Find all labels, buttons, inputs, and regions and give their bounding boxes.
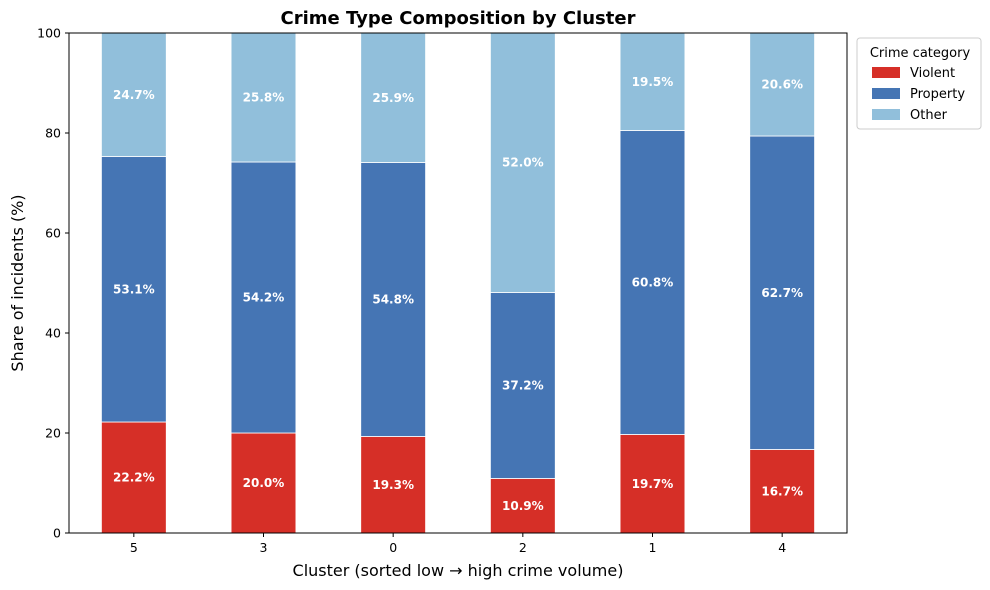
y-tick-label: 60 xyxy=(45,226,61,241)
x-tick-label: 3 xyxy=(260,540,268,555)
bar-label: 19.7% xyxy=(632,477,674,491)
y-axis-label: Share of incidents (%) xyxy=(8,194,27,371)
bar-property-cluster-3 xyxy=(230,161,297,434)
bar-label: 25.9% xyxy=(372,91,414,105)
bar-label: 37.2% xyxy=(502,379,544,393)
bar-other-cluster-1 xyxy=(619,32,686,131)
bar-label: 19.3% xyxy=(372,478,414,492)
bar-violent-cluster-5 xyxy=(101,421,167,534)
y-tick-label: 80 xyxy=(45,126,61,141)
legend-label-other: Other xyxy=(910,108,948,123)
chart-title: Crime Type Composition by Cluster xyxy=(281,8,636,29)
legend-label-violent: Violent xyxy=(910,66,955,81)
bar-other-cluster-2 xyxy=(490,32,556,293)
bar-other-cluster-3 xyxy=(230,32,297,163)
bar-label: 52.0% xyxy=(502,156,544,170)
bar-label: 20.0% xyxy=(243,476,285,490)
bar-property-cluster-4 xyxy=(749,135,815,450)
bar-other-cluster-4 xyxy=(749,32,815,137)
bar-violent-cluster-1 xyxy=(619,434,686,534)
legend-swatch-other xyxy=(872,109,900,120)
bar-label: 10.9% xyxy=(502,499,544,513)
bar-property-cluster-0 xyxy=(360,162,426,437)
legend-swatch-violent xyxy=(872,67,900,78)
bar-property-cluster-5 xyxy=(101,156,167,423)
legend-box xyxy=(856,37,982,130)
x-axis: 5 3 0 2 1 4 xyxy=(130,533,786,555)
bar-other-cluster-0 xyxy=(360,32,426,163)
plot-frame xyxy=(68,32,848,534)
bar-violent-cluster-2 xyxy=(490,478,556,534)
y-tick-label: 20 xyxy=(45,426,61,441)
bar-label: 20.6% xyxy=(761,78,803,92)
y-tick-label: 40 xyxy=(45,326,61,341)
bar-label: 19.5% xyxy=(632,75,674,89)
legend-label-property: Property xyxy=(910,87,965,102)
bar-violent-cluster-3 xyxy=(230,432,297,534)
bar-label: 24.7% xyxy=(113,88,155,102)
legend-swatch-property xyxy=(872,88,900,99)
bar-label: 53.1% xyxy=(113,282,155,296)
bar-violent-cluster-4 xyxy=(749,449,815,534)
bar-label: 60.8% xyxy=(632,276,674,290)
x-tick-label: 2 xyxy=(519,540,527,555)
x-tick-label: 1 xyxy=(649,540,657,555)
x-tick-label: 4 xyxy=(778,540,786,555)
x-tick-label: 5 xyxy=(130,540,138,555)
bar-label: 22.2% xyxy=(113,471,155,485)
bar-label: 62.7% xyxy=(761,286,803,300)
y-axis: 0 20 40 60 80 100 xyxy=(37,26,69,541)
bar-label: 54.2% xyxy=(243,291,285,305)
x-axis-label: Cluster (sorted low → high crime volume) xyxy=(293,561,624,580)
bar-label: 25.8% xyxy=(243,91,285,105)
legend-items: Violent Property Other xyxy=(872,66,965,123)
y-tick-label: 0 xyxy=(53,526,61,541)
legend: Crime category Violent Property Other xyxy=(856,37,982,130)
bar-property-cluster-2 xyxy=(490,292,556,479)
bar-label: 54.8% xyxy=(372,293,414,307)
y-tick-label: 100 xyxy=(37,26,61,41)
bar-label: 16.7% xyxy=(761,484,803,498)
bar-group xyxy=(101,32,815,534)
bar-label-group: 22.2% 53.1% 24.7% 20.0% 54.2% 25.8% 19.3% 54.8%… xyxy=(113,75,803,513)
legend-title: Crime category xyxy=(870,46,971,61)
x-tick-label: 0 xyxy=(389,540,397,555)
